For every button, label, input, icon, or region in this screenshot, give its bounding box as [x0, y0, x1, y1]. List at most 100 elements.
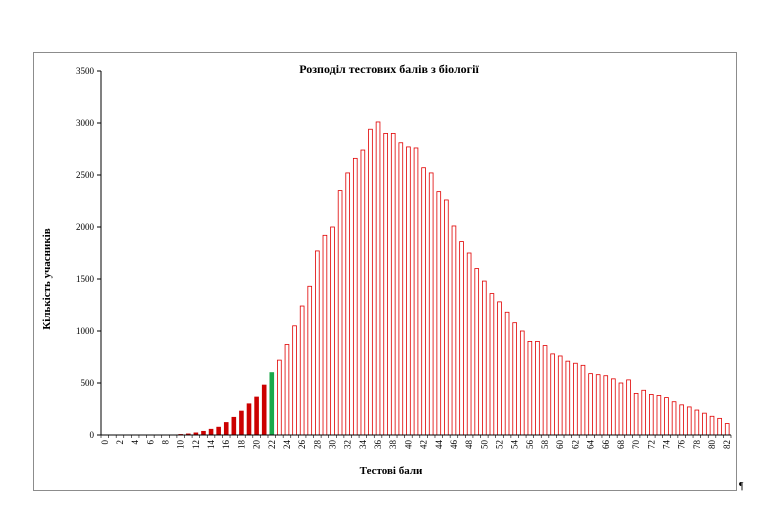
x-tick-label: 28	[312, 440, 322, 450]
bar-score-47	[459, 241, 464, 436]
bar-score-18	[239, 410, 244, 436]
bar-score-54	[512, 322, 517, 436]
bar-score-20	[254, 396, 259, 436]
x-tick-label: 70	[631, 440, 641, 450]
bar-score-41	[413, 147, 419, 436]
bar-score-44	[436, 191, 442, 436]
x-axis: 0 2 4 6 8 10 12 14 16 18 20 22 24 26 28 30 32 34 36 38 40 42 4…	[100, 434, 732, 450]
x-tick-label: 8	[161, 440, 171, 445]
x-axis-title: Тестові бали	[360, 465, 423, 477]
x-tick-label: 18	[236, 440, 246, 450]
bar-score-35	[368, 128, 373, 436]
bar-score-15	[216, 426, 221, 436]
bar-score-31	[337, 190, 343, 436]
bar-score-36	[375, 121, 381, 436]
bar-score-60	[557, 355, 563, 436]
x-tick-label: 50	[479, 440, 489, 450]
bar-score-65	[595, 374, 601, 436]
x-tick-label: 46	[449, 440, 459, 450]
chart-title: Розподіл тестових балів з біології	[299, 62, 479, 76]
x-tick-label: 72	[646, 440, 656, 449]
bar-score-14	[208, 428, 214, 436]
x-tick-label: 16	[221, 440, 231, 450]
bar-score-28	[315, 250, 320, 436]
x-tick-label: 58	[540, 440, 550, 450]
bar-score-82	[724, 423, 730, 436]
x-tick-label: 60	[555, 440, 565, 450]
bar-score-22	[269, 372, 275, 436]
x-tick-label: 6	[145, 440, 155, 445]
bar-score-50	[482, 280, 487, 436]
x-tick-label: 62	[570, 440, 580, 449]
bar-score-77	[686, 406, 692, 436]
bar-score-45	[444, 199, 449, 436]
y-axis-title: Кількість учасників	[41, 228, 53, 329]
bar-score-17	[231, 416, 237, 436]
x-tick-label: 54	[510, 440, 520, 450]
y-tick-label: 1500	[76, 274, 95, 284]
chart-canvas: Розподіл тестових балів з біології Кільк…	[41, 62, 732, 477]
x-tick-label: 12	[191, 440, 201, 449]
bar-score-46	[451, 225, 457, 436]
bar-score-62	[573, 362, 578, 436]
x-tick-label: 14	[206, 440, 216, 450]
x-tick-label: 82	[722, 440, 732, 449]
bar-score-38	[390, 133, 396, 436]
x-tick-label: 68	[616, 440, 626, 450]
bar-score-76	[679, 404, 684, 436]
x-tick-label: 40	[403, 440, 413, 450]
bar-score-58	[542, 345, 548, 436]
bar-score-71	[641, 389, 647, 436]
bar-score-21	[261, 384, 267, 436]
bar-score-49	[474, 268, 480, 436]
bar-score-48	[466, 252, 472, 436]
bar-score-73	[656, 395, 662, 436]
bar-score-57	[535, 340, 540, 436]
bar-score-68	[618, 382, 624, 436]
bar-score-51	[489, 293, 495, 436]
x-tick-label: 80	[707, 440, 717, 450]
bar-score-74	[664, 397, 669, 436]
bar-score-25	[292, 325, 297, 436]
y-tick-label: 2500	[76, 170, 95, 180]
bar-score-19	[246, 403, 252, 436]
bar-score-37	[383, 133, 388, 436]
x-tick-label: 0	[100, 440, 110, 445]
y-tick-label: 1000	[76, 326, 95, 336]
bar-score-72	[649, 394, 654, 436]
x-tick-label: 34	[358, 440, 368, 450]
bar-score-52	[497, 301, 502, 436]
x-tick-label: 4	[130, 440, 140, 445]
x-tick-label: 48	[464, 440, 474, 450]
bar-score-81	[717, 417, 722, 436]
bar-score-40	[406, 146, 411, 436]
bar-score-56	[527, 340, 533, 436]
bar-score-26	[299, 305, 305, 436]
bar-score-53	[504, 311, 510, 436]
bar-score-79	[702, 412, 707, 436]
x-tick-label: 32	[343, 440, 353, 449]
bar-score-67	[611, 378, 616, 436]
x-tick-label: 24	[282, 440, 292, 450]
x-tick-label: 42	[419, 440, 429, 449]
chart-frame: Розподіл тестових балів з біології Кільк…	[33, 52, 737, 491]
bar-score-43	[428, 172, 434, 436]
x-tick-label: 2	[115, 440, 125, 445]
y-tick-label: 2000	[76, 222, 95, 232]
y-tick-label: 0	[90, 430, 95, 440]
bar-score-39	[398, 142, 404, 436]
bar-score-70	[633, 392, 639, 436]
x-tick-label: 56	[525, 440, 535, 450]
bar-score-16	[223, 422, 229, 436]
bar-score-30	[330, 226, 335, 436]
bar-score-13	[201, 430, 206, 436]
x-tick-label: 30	[328, 440, 338, 450]
bar-score-33	[352, 157, 358, 436]
y-tick-label: 500	[81, 378, 95, 388]
bar-score-24	[284, 344, 290, 436]
x-tick-label: 44	[434, 440, 444, 450]
bar-score-34	[360, 149, 366, 436]
x-tick-label: 20	[252, 440, 262, 450]
x-tick-label: 36	[373, 440, 383, 450]
x-tick-label: 38	[388, 440, 398, 450]
